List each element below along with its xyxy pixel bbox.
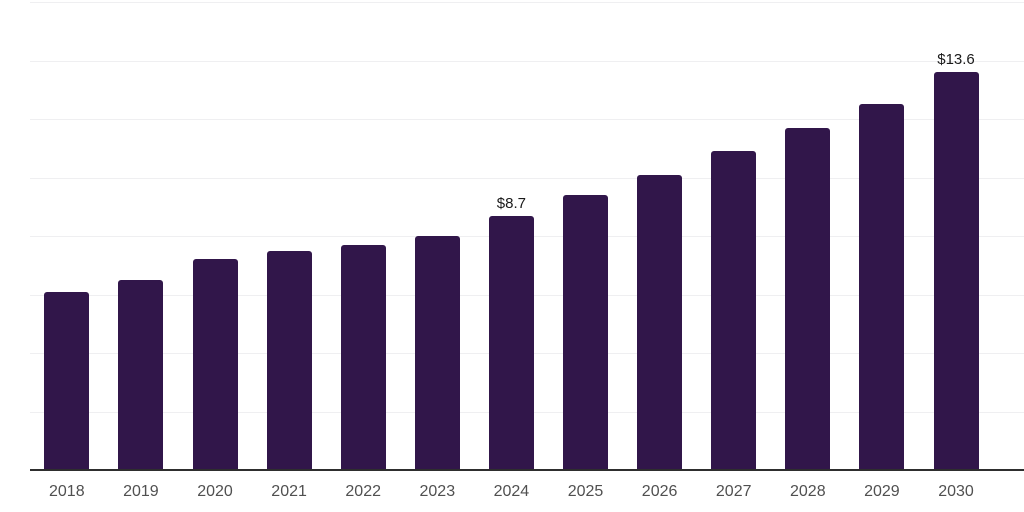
x-tick-2018: 2018 bbox=[49, 483, 85, 500]
gridline-16 bbox=[30, 2, 1024, 3]
x-tick-2027: 2027 bbox=[715, 483, 752, 500]
x-tick-2021: 2021 bbox=[271, 483, 307, 500]
x-tick-2023: 2023 bbox=[419, 483, 456, 500]
gridline-12 bbox=[30, 119, 1024, 120]
bar-2030 bbox=[933, 72, 979, 470]
x-axis-line bbox=[30, 469, 1024, 471]
bar-2026 bbox=[637, 174, 683, 470]
x-tick-2019: 2019 bbox=[123, 483, 159, 500]
x-tick-2030: 2030 bbox=[938, 483, 974, 500]
x-axis-labels: 2018 2019 2020 2021 2022 2023 2024 2025 2026 2027… bbox=[30, 484, 1024, 506]
plot-area: $8.7 $13.6 bbox=[30, 2, 1024, 470]
gridline-10 bbox=[30, 177, 1024, 179]
bar-2022 bbox=[340, 244, 386, 470]
x-tick-2020: 2020 bbox=[197, 483, 233, 500]
x-tick-2022: 2022 bbox=[345, 483, 381, 500]
bar-2020 bbox=[192, 259, 238, 470]
bar-2027 bbox=[711, 151, 757, 470]
bar-2021 bbox=[266, 250, 312, 470]
bar-2023 bbox=[414, 236, 460, 470]
x-tick-2028: 2028 bbox=[790, 483, 826, 500]
bar-2024 bbox=[488, 215, 534, 470]
data-label-2030: $13.6 bbox=[937, 51, 975, 69]
bar-2019 bbox=[118, 279, 164, 470]
x-tick-2024: 2024 bbox=[493, 483, 530, 500]
bar-2025 bbox=[563, 195, 608, 470]
x-tick-2029: 2029 bbox=[864, 483, 900, 500]
bar-2018 bbox=[44, 291, 90, 470]
data-label-2024: $8.7 bbox=[496, 194, 526, 212]
gridline-14 bbox=[30, 60, 1024, 62]
x-tick-2025: 2025 bbox=[567, 483, 604, 500]
bar-2028 bbox=[785, 127, 831, 470]
bar-2029 bbox=[859, 104, 905, 470]
x-tick-2026: 2026 bbox=[641, 483, 678, 500]
